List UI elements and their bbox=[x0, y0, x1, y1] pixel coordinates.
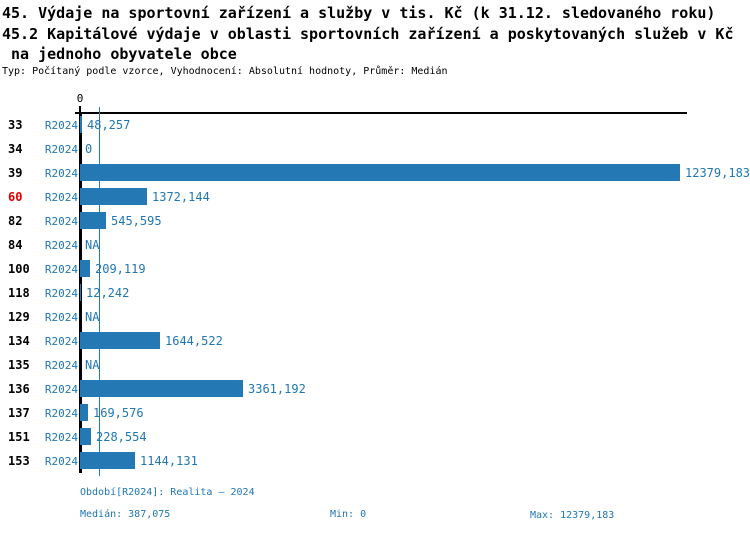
row-number-label: 33 bbox=[8, 118, 23, 132]
value-bar bbox=[80, 164, 680, 181]
row-series-label: R2024 bbox=[44, 239, 78, 252]
value-label: 228,554 bbox=[96, 430, 147, 444]
value-label: NA bbox=[85, 238, 100, 252]
chart-row: 60 R2024 1372,144 bbox=[0, 185, 750, 209]
chart-row: 134 R2024 1644,522 bbox=[0, 329, 750, 353]
chart-row: 135 R2024 NA bbox=[0, 353, 750, 377]
row-number-label: 84 bbox=[8, 238, 23, 252]
row-number-label: 60 bbox=[8, 190, 23, 204]
value-bar bbox=[80, 404, 88, 421]
row-series-label: R2024 bbox=[44, 407, 78, 420]
chart-row: 137 R2024 169,576 bbox=[0, 401, 750, 425]
x-axis-zero-tick-label: 0 bbox=[76, 92, 84, 105]
row-series-label: R2024 bbox=[44, 143, 78, 156]
row-series-label: R2024 bbox=[44, 431, 78, 444]
row-number-label: 137 bbox=[8, 406, 30, 420]
row-number-label: 100 bbox=[8, 262, 30, 276]
chart-row: 129 R2024 NA bbox=[0, 305, 750, 329]
row-number-label: 118 bbox=[8, 286, 30, 300]
value-bar bbox=[80, 452, 135, 469]
footer-median-label: Medián: 387,075 bbox=[80, 509, 171, 520]
value-label: NA bbox=[85, 358, 100, 372]
row-series-label: R2024 bbox=[44, 191, 78, 204]
value-label: 12379,183 bbox=[685, 166, 750, 180]
chart-row: 100 R2024 209,119 bbox=[0, 257, 750, 281]
chart-title-line2: 45.2 Kapitálové výdaje v oblasti sportov… bbox=[2, 25, 734, 43]
row-number-label: 136 bbox=[8, 382, 30, 396]
row-number-label: 34 bbox=[8, 142, 23, 156]
chart-row: 82 R2024 545,595 bbox=[0, 209, 750, 233]
footer-period-label: Období[R2024]: Realita – 2024 bbox=[80, 487, 255, 498]
row-series-label: R2024 bbox=[44, 383, 78, 396]
value-label: 1372,144 bbox=[152, 190, 210, 204]
row-series-label: R2024 bbox=[44, 359, 78, 372]
value-bar bbox=[80, 332, 160, 349]
chart-row: 118 R2024 12,242 bbox=[0, 281, 750, 305]
chart-row: 151 R2024 228,554 bbox=[0, 425, 750, 449]
row-series-label: R2024 bbox=[44, 311, 78, 324]
value-label: 48,257 bbox=[87, 118, 131, 132]
value-bar bbox=[80, 380, 243, 397]
row-series-label: R2024 bbox=[44, 455, 78, 468]
footer-min-label: Min: 0 bbox=[330, 509, 367, 520]
value-bar bbox=[80, 284, 81, 301]
row-number-label: 82 bbox=[8, 214, 23, 228]
chart-row: 39 R2024 12379,183 bbox=[0, 161, 750, 185]
chart-row: 34 R2024 0 bbox=[0, 137, 750, 161]
x-axis-zero-tick-mark bbox=[79, 106, 81, 112]
row-series-label: R2024 bbox=[44, 215, 78, 228]
value-bar bbox=[80, 188, 147, 205]
value-label: 12,242 bbox=[86, 286, 130, 300]
chart-title-line1: 45. Výdaje na sportovní zařízení a služb… bbox=[2, 4, 716, 22]
row-number-label: 151 bbox=[8, 430, 30, 444]
chart-subtitle-type-info: Typ: Počítaný podle vzorce, Vyhodnocení:… bbox=[2, 66, 448, 77]
row-series-label: R2024 bbox=[44, 263, 78, 276]
chart-row: 33 R2024 48,257 bbox=[0, 113, 750, 137]
value-bar bbox=[80, 428, 91, 445]
row-series-label: R2024 bbox=[44, 167, 78, 180]
median-reference-line bbox=[99, 107, 100, 476]
chart-row: 136 R2024 3361,192 bbox=[0, 377, 750, 401]
row-series-label: R2024 bbox=[44, 287, 78, 300]
value-label: 209,119 bbox=[95, 262, 146, 276]
row-series-label: R2024 bbox=[44, 335, 78, 348]
value-label: 0 bbox=[85, 142, 93, 156]
value-bar bbox=[80, 212, 106, 229]
x-axis-line bbox=[75, 112, 687, 114]
value-label: 1144,131 bbox=[140, 454, 198, 468]
value-bar bbox=[80, 260, 90, 277]
chart-title-line3: na jednoho obyvatele obce bbox=[2, 45, 237, 63]
value-label: 3361,192 bbox=[248, 382, 306, 396]
chart-row: 153 R2024 1144,131 bbox=[0, 449, 750, 473]
value-label: NA bbox=[85, 310, 100, 324]
row-number-label: 129 bbox=[8, 310, 30, 324]
value-bar bbox=[80, 116, 82, 133]
row-series-label: R2024 bbox=[44, 119, 78, 132]
chart-row: 84 R2024 NA bbox=[0, 233, 750, 257]
row-number-label: 153 bbox=[8, 454, 30, 468]
row-number-label: 134 bbox=[8, 334, 30, 348]
row-number-label: 39 bbox=[8, 166, 23, 180]
value-label: 545,595 bbox=[111, 214, 162, 228]
value-label: 1644,522 bbox=[165, 334, 223, 348]
row-number-label: 135 bbox=[8, 358, 30, 372]
footer-max-label: Max: 12379,183 bbox=[530, 510, 615, 521]
value-label: 169,576 bbox=[93, 406, 144, 420]
